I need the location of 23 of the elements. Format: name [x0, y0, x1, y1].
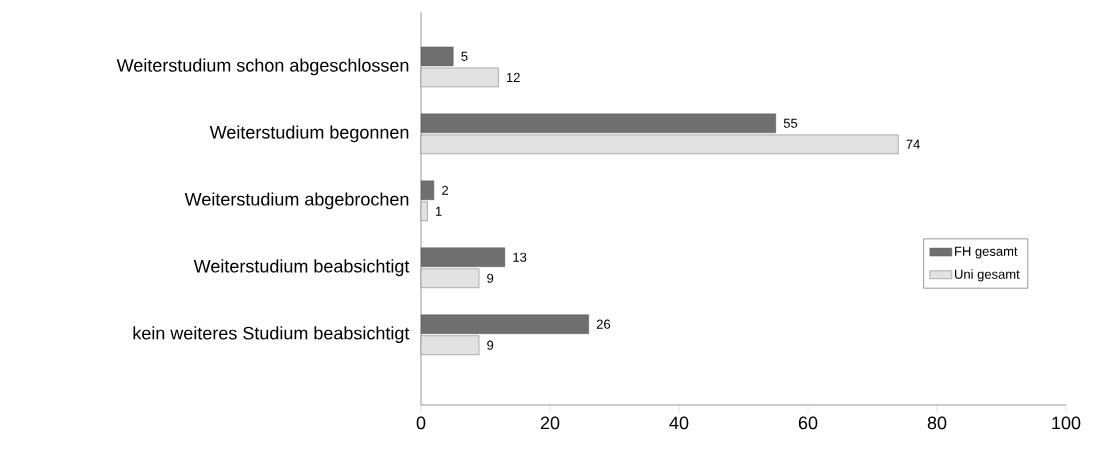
x-tick-label: 60 [798, 416, 818, 430]
y-tick-label: Weiterstudium beabsichtigt [193, 259, 410, 277]
legend-label: FH gesamt [955, 246, 1018, 259]
data-label: 26 [596, 319, 611, 329]
y-tick-label: Weiterstudium abgebrochen [184, 192, 409, 210]
data-label: 9 [487, 273, 494, 283]
data-label: 12 [506, 72, 520, 82]
data-label: 2 [442, 185, 449, 195]
y-tick-label: Weiterstudium begonnen [209, 125, 409, 143]
data-label: 1 [435, 206, 442, 216]
data-label: 74 [906, 139, 920, 149]
x-tick-label: 100 [1052, 416, 1081, 430]
legend-label: Uni gesamt [955, 269, 1020, 282]
data-label: 55 [783, 118, 798, 128]
x-tick-label: 80 [927, 416, 947, 430]
data-label: 5 [461, 51, 468, 61]
x-tick-label: 40 [669, 416, 689, 430]
x-tick-label: 0 [416, 416, 426, 430]
y-tick-label: Weiterstudium schon abgeschlossen [116, 58, 409, 76]
y-tick-label: kein weiteres Studium beabsichtigt [133, 326, 410, 344]
data-label: 9 [487, 340, 494, 350]
x-tick-label: 20 [540, 416, 560, 430]
data-label: 13 [513, 252, 527, 262]
